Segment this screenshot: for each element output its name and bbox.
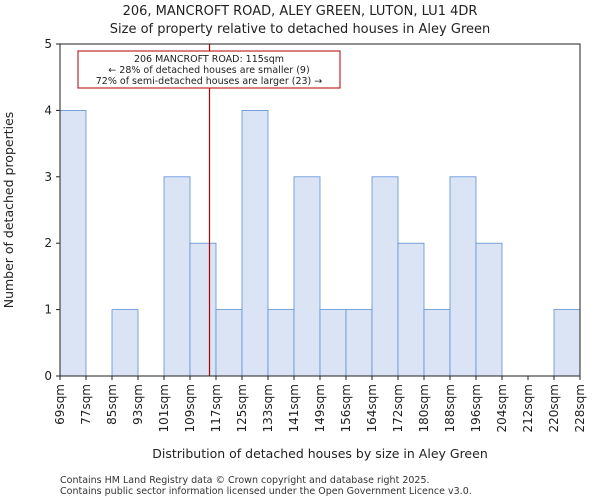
- x-tick-label: 180sqm: [417, 384, 431, 432]
- x-tick-label: 172sqm: [391, 384, 405, 432]
- bar-188sqm: [449, 176, 477, 377]
- y-tick-label: 0: [44, 369, 52, 383]
- y-tick-label: 2: [44, 236, 52, 250]
- x-tick-label: 125sqm: [235, 384, 249, 432]
- bar-85sqm: [111, 309, 139, 377]
- x-tick-label: 156sqm: [339, 384, 353, 432]
- x-tick-label: 220sqm: [547, 384, 561, 432]
- bar-164sqm: [371, 176, 399, 377]
- annotation-line-1: 206 MANCROFT ROAD: 115sqm: [134, 54, 284, 65]
- x-tick-label: 228sqm: [573, 384, 587, 432]
- x-tick-label: 149sqm: [313, 384, 327, 432]
- x-tick-label: 93sqm: [131, 384, 145, 425]
- bar-117sqm: [215, 309, 243, 377]
- bar-109sqm: [189, 242, 217, 377]
- bar-69sqm: [59, 110, 87, 377]
- y-axis-label: Number of detached properties: [1, 112, 16, 309]
- bar-141sqm: [293, 176, 321, 377]
- bar-125sqm: [241, 110, 269, 377]
- x-tick-label: 141sqm: [287, 384, 301, 432]
- x-tick-label: 164sqm: [365, 384, 379, 432]
- bar-196sqm: [475, 242, 503, 377]
- bar-149sqm: [319, 309, 347, 377]
- x-axis: 69sqm 77sqm 85sqm 93sqm 101sqm 109sqm 117sqm 12…: [53, 376, 587, 432]
- x-tick-label: 212sqm: [521, 384, 535, 432]
- y-tick-label: 4: [44, 103, 52, 117]
- annotation-line-2: ← 28% of detached houses are smaller (9): [108, 65, 309, 76]
- chart-subtitle: Size of property relative to detached ho…: [110, 22, 491, 37]
- bar-220sqm: [553, 309, 581, 377]
- x-tick-label: 101sqm: [157, 384, 171, 432]
- annotation-box: [77, 50, 341, 89]
- x-tick-label: 133sqm: [261, 384, 275, 432]
- x-tick-label: 85sqm: [105, 384, 119, 425]
- bar-133sqm: [267, 309, 295, 377]
- annotation-line-3: 72% of semi-detached houses are larger (…: [96, 76, 323, 87]
- bar-101sqm: [163, 176, 191, 377]
- bar-180sqm: [423, 309, 451, 377]
- x-tick-label: 188sqm: [443, 384, 457, 432]
- x-tick-label: 109sqm: [183, 384, 197, 432]
- x-axis-label: Distribution of detached houses by size …: [152, 446, 488, 461]
- x-tick-label: 204sqm: [495, 384, 509, 432]
- bar-156sqm: [345, 309, 373, 377]
- y-tick-label: 5: [44, 37, 52, 51]
- x-tick-label: 77sqm: [79, 384, 93, 425]
- x-tick-label: 69sqm: [53, 384, 67, 425]
- bar-172sqm: [397, 242, 425, 377]
- x-tick-label: 196sqm: [469, 384, 483, 432]
- footer-line-1: Contains HM Land Registry data © Crown c…: [60, 475, 430, 486]
- chart-title: 206, MANCROFT ROAD, ALEY GREEN, LUTON, L…: [123, 4, 478, 19]
- y-tick-label: 1: [44, 303, 52, 317]
- footer-line-2: Contains public sector information licen…: [60, 486, 472, 497]
- bars: [59, 110, 581, 377]
- x-tick-label: 117sqm: [209, 384, 223, 432]
- y-axis: 0 1 2 3 4 5: [44, 37, 60, 383]
- y-tick-label: 3: [44, 170, 52, 184]
